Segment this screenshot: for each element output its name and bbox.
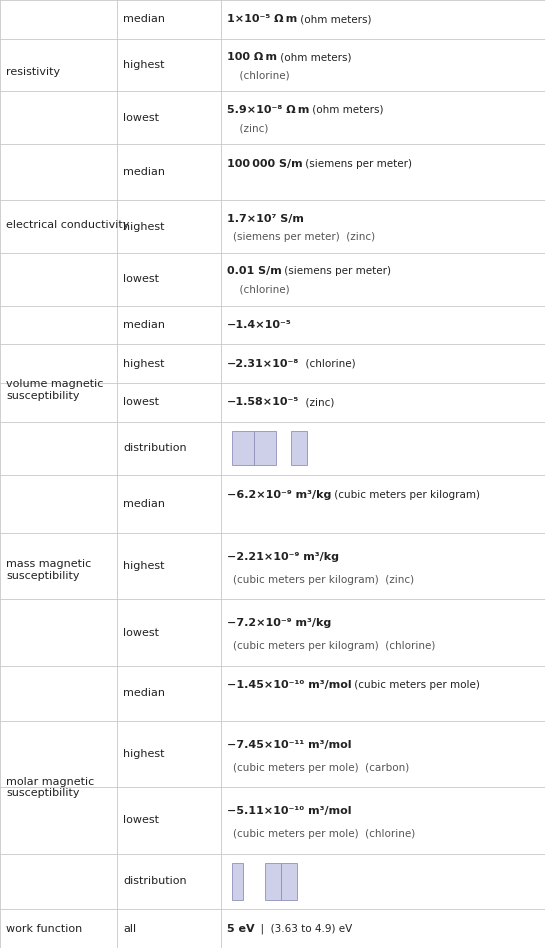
Text: 1.7×10⁷ S/m: 1.7×10⁷ S/m (227, 213, 304, 224)
Text: median: median (123, 167, 165, 177)
Text: (cubic meters per kilogram)  (chlorine): (cubic meters per kilogram) (chlorine) (233, 641, 435, 650)
Text: (ohm meters): (ohm meters) (277, 52, 351, 63)
Text: highest: highest (123, 750, 165, 759)
Text: median: median (123, 14, 165, 25)
Text: 100 Ω m: 100 Ω m (227, 52, 277, 63)
Text: resistivity: resistivity (6, 67, 60, 77)
Text: (ohm meters): (ohm meters) (297, 14, 372, 25)
Text: −5.11×10⁻¹⁰ m³/mol: −5.11×10⁻¹⁰ m³/mol (227, 806, 351, 815)
Text: distribution: distribution (123, 877, 187, 886)
Text: −2.31×10⁻⁸: −2.31×10⁻⁸ (227, 358, 299, 369)
Text: highest: highest (123, 358, 165, 369)
Bar (232, 431, 254, 465)
Text: (ohm meters): (ohm meters) (309, 105, 384, 115)
Text: 1×10⁻⁵ Ω m: 1×10⁻⁵ Ω m (227, 14, 297, 25)
Bar (265, 864, 281, 900)
Text: −1.45×10⁻¹⁰ m³/mol: −1.45×10⁻¹⁰ m³/mol (227, 680, 352, 690)
Text: −7.2×10⁻⁹ m³/kg: −7.2×10⁻⁹ m³/kg (227, 617, 331, 628)
Text: (cubic meters per mole): (cubic meters per mole) (352, 680, 480, 690)
Text: mass magnetic
susceptibility: mass magnetic susceptibility (6, 559, 91, 581)
Text: (cubic meters per mole)  (chlorine): (cubic meters per mole) (chlorine) (233, 829, 415, 839)
Text: highest: highest (123, 222, 165, 231)
Text: (zinc): (zinc) (233, 123, 268, 134)
Text: median: median (123, 688, 165, 699)
Text: (siemens per meter): (siemens per meter) (302, 159, 413, 169)
Text: electrical conductivity: electrical conductivity (6, 220, 129, 230)
Text: lowest: lowest (123, 274, 159, 284)
Text: (siemens per meter)  (zinc): (siemens per meter) (zinc) (233, 232, 375, 242)
Text: molar magnetic
susceptibility: molar magnetic susceptibility (6, 776, 94, 798)
Text: all: all (123, 923, 136, 934)
Bar (281, 864, 296, 900)
Bar (254, 431, 276, 465)
Bar (290, 431, 307, 465)
Text: |  (3.63 to 4.9) eV: | (3.63 to 4.9) eV (255, 923, 353, 934)
Text: distribution: distribution (123, 443, 187, 453)
Text: median: median (123, 320, 165, 330)
Text: (zinc): (zinc) (299, 397, 334, 408)
Text: 5 eV: 5 eV (227, 923, 255, 934)
Text: (cubic meters per mole)  (carbon): (cubic meters per mole) (carbon) (233, 762, 409, 773)
Text: volume magnetic
susceptibility: volume magnetic susceptibility (6, 379, 104, 401)
Text: (siemens per meter): (siemens per meter) (281, 266, 391, 277)
Text: (chlorine): (chlorine) (233, 70, 289, 81)
Text: lowest: lowest (123, 397, 159, 408)
Text: 100 000 S/m: 100 000 S/m (227, 159, 302, 169)
Text: −1.4×10⁻⁵: −1.4×10⁻⁵ (227, 320, 292, 330)
Text: (chlorine): (chlorine) (299, 358, 356, 369)
Text: −2.21×10⁻⁹ m³/kg: −2.21×10⁻⁹ m³/kg (227, 552, 339, 561)
Text: 5.9×10⁻⁸ Ω m: 5.9×10⁻⁸ Ω m (227, 105, 309, 115)
Text: highest: highest (123, 60, 165, 70)
Text: (cubic meters per kilogram)  (zinc): (cubic meters per kilogram) (zinc) (233, 574, 414, 585)
Text: (chlorine): (chlorine) (233, 285, 289, 295)
Text: median: median (123, 499, 165, 509)
Text: work function: work function (6, 923, 82, 934)
Text: −1.58×10⁻⁵: −1.58×10⁻⁵ (227, 397, 299, 408)
Text: −6.2×10⁻⁹ m³/kg: −6.2×10⁻⁹ m³/kg (227, 490, 331, 501)
Text: −7.45×10⁻¹¹ m³/mol: −7.45×10⁻¹¹ m³/mol (227, 739, 351, 750)
Text: (cubic meters per kilogram): (cubic meters per kilogram) (331, 490, 480, 501)
Text: lowest: lowest (123, 815, 159, 826)
Text: 0.01 S/m: 0.01 S/m (227, 266, 281, 277)
Text: lowest: lowest (123, 113, 159, 123)
Bar (232, 864, 243, 900)
Text: lowest: lowest (123, 628, 159, 637)
Text: highest: highest (123, 561, 165, 572)
